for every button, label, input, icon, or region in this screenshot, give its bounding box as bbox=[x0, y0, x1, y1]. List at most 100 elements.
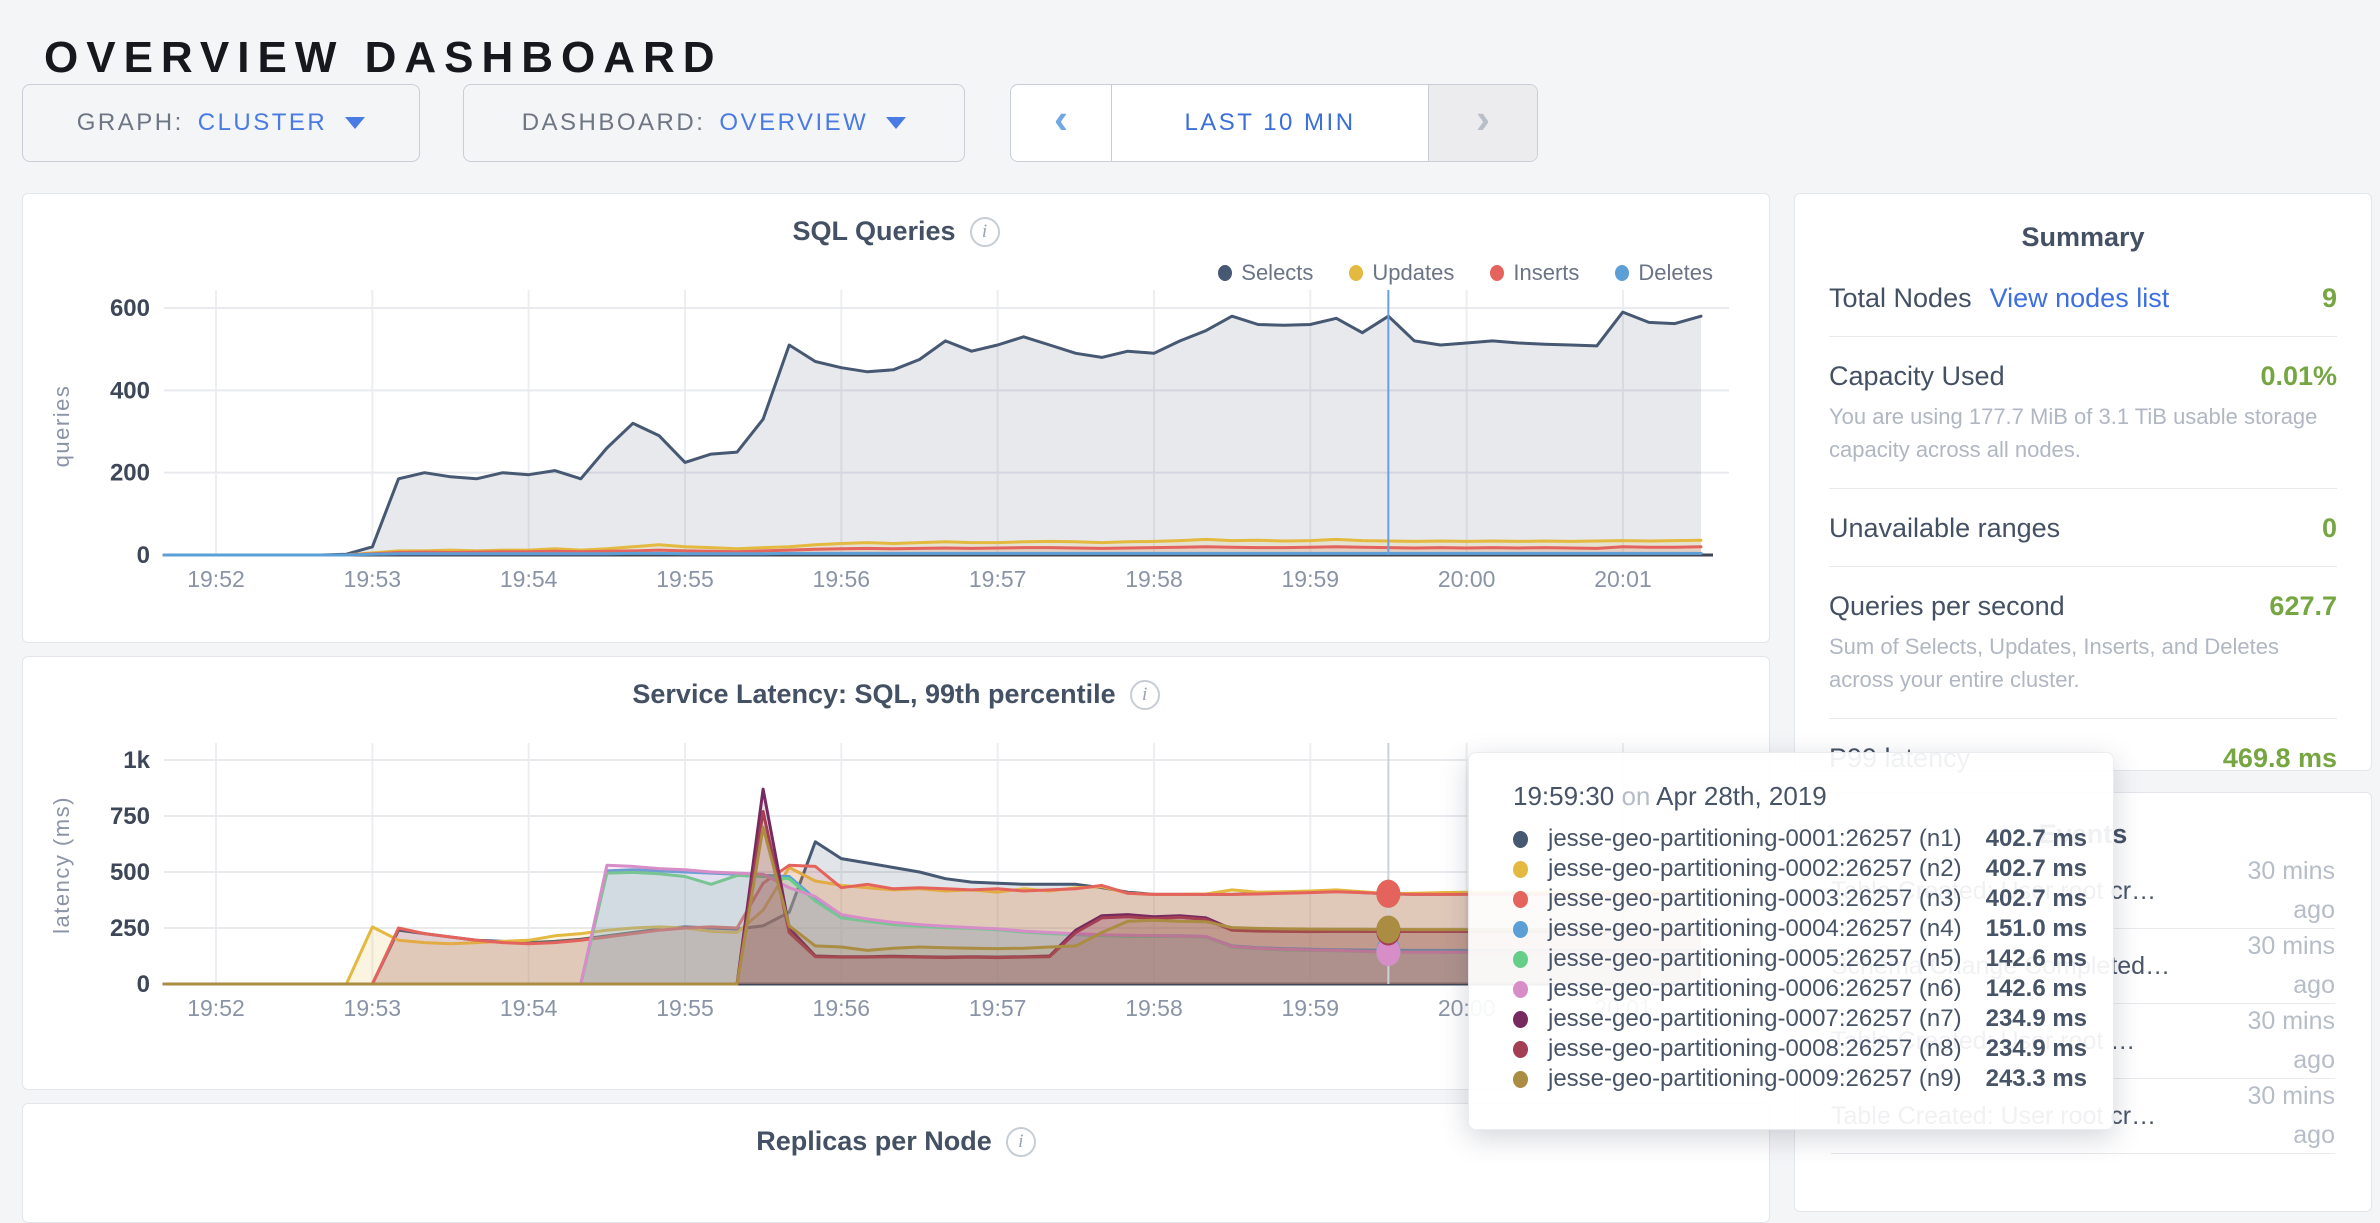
sql-queries-legend: Selects Updates Inserts Deletes bbox=[1218, 260, 1713, 286]
graph-dropdown[interactable]: GRAPH: CLUSTER bbox=[22, 84, 420, 162]
page-title: OVERVIEW DASHBOARD bbox=[44, 33, 723, 83]
chevron-right-icon: › bbox=[1476, 95, 1490, 142]
summary-description: You are using 177.7 MiB of 3.1 TiB usabl… bbox=[1829, 404, 2318, 462]
svg-text:400: 400 bbox=[110, 377, 150, 404]
summary-value: 0 bbox=[2321, 513, 2337, 543]
tooltip-timestamp: 19:59:30 on Apr 28th, 2019 bbox=[1513, 781, 1827, 811]
svg-text:500: 500 bbox=[110, 859, 150, 886]
legend-item-selects[interactable]: Selects bbox=[1218, 260, 1313, 286]
tooltip-node-name: jesse-geo-partitioning-0002:26257 (n2) bbox=[1548, 855, 1962, 882]
svg-text:20:00: 20:00 bbox=[1438, 566, 1496, 592]
tooltip-node-value: 151.0 ms bbox=[1985, 915, 2088, 942]
dashboard-dropdown[interactable]: DASHBOARD: OVERVIEW bbox=[463, 84, 965, 162]
summary-label: Queries per second bbox=[1829, 591, 2065, 621]
svg-text:19:52: 19:52 bbox=[187, 566, 245, 592]
graph-dropdown-label: GRAPH: bbox=[76, 109, 184, 136]
svg-text:19:57: 19:57 bbox=[969, 995, 1027, 1021]
tooltip-node-name: jesse-geo-partitioning-0007:26257 (n7) bbox=[1548, 1005, 1962, 1032]
tooltip-node-value: 234.9 ms bbox=[1985, 1005, 2088, 1032]
legend-dot-icon bbox=[1218, 265, 1233, 281]
legend-item-updates[interactable]: Updates bbox=[1349, 260, 1454, 286]
sql-queries-chart: 19:52 19:53 19:54 19:55 19:56 19:57 19:58 19:59… bbox=[49, 290, 1729, 592]
svg-text:19:59: 19:59 bbox=[1282, 566, 1340, 592]
legend-item-inserts[interactable]: Inserts bbox=[1490, 260, 1579, 286]
view-nodes-list-link[interactable]: View nodes list bbox=[1989, 283, 2170, 313]
tooltip-row: jesse-geo-partitioning-0003:26257 (n3) 40… bbox=[1513, 884, 2087, 914]
replicas-chart-title: Replicas per Node bbox=[756, 1126, 992, 1156]
graph-dropdown-value: CLUSTER bbox=[197, 109, 328, 136]
chevron-left-icon: ‹ bbox=[1054, 95, 1068, 142]
event-timestamp: 30 mins ago bbox=[2247, 932, 2335, 999]
summary-description: Sum of Selects, Updates, Inserts, and De… bbox=[1829, 634, 2280, 692]
summary-row: Total Nodes View nodes list 9 bbox=[1829, 259, 2337, 337]
tooltip-row: jesse-geo-partitioning-0004:26257 (n4) 15… bbox=[1513, 914, 2087, 944]
summary-value: 469.8 ms bbox=[2222, 743, 2337, 773]
tooltip-node-value: 142.6 ms bbox=[1985, 945, 2088, 972]
summary-label: Capacity Used bbox=[1829, 361, 2005, 391]
series-dot-icon bbox=[1513, 890, 1528, 908]
sql-queries-chart-card: SQL Queries i Selects Updates Inserts Delet… bbox=[22, 193, 1770, 643]
tooltip-node-name: jesse-geo-partitioning-0008:26257 (n8) bbox=[1548, 1035, 1962, 1062]
series-dot-icon bbox=[1513, 980, 1528, 998]
svg-text:19:54: 19:54 bbox=[500, 995, 558, 1021]
svg-text:19:55: 19:55 bbox=[656, 995, 714, 1021]
svg-text:1k: 1k bbox=[123, 747, 150, 774]
tooltip-node-value: 402.7 ms bbox=[1985, 885, 2088, 912]
tooltip-row: jesse-geo-partitioning-0007:26257 (n7) 23… bbox=[1513, 1004, 2087, 1034]
summary-label: Total Nodes bbox=[1829, 283, 1972, 313]
legend-label: Deletes bbox=[1638, 260, 1713, 285]
svg-text:19:59: 19:59 bbox=[1282, 995, 1340, 1021]
info-icon[interactable]: i bbox=[1005, 1126, 1036, 1157]
series-dot-icon bbox=[1513, 830, 1528, 848]
series-dot-icon bbox=[1513, 1010, 1528, 1028]
tooltip-node-value: 243.3 ms bbox=[1985, 1065, 2088, 1092]
chart-hover-tooltip: 19:59:30 on Apr 28th, 2019 jesse-geo-par… bbox=[1468, 752, 2114, 1130]
svg-text:19:54: 19:54 bbox=[500, 566, 558, 592]
summary-rows: Total Nodes View nodes list 9 Capacity Used… bbox=[1795, 259, 2371, 796]
legend-label: Selects bbox=[1241, 260, 1314, 285]
legend-label: Inserts bbox=[1513, 260, 1580, 285]
svg-text:queries: queries bbox=[49, 385, 74, 468]
caret-down-icon bbox=[345, 117, 366, 129]
time-range-prev-button[interactable]: ‹ bbox=[1011, 85, 1112, 161]
dashboard-dropdown-label: DASHBOARD: bbox=[521, 109, 706, 136]
svg-text:0: 0 bbox=[137, 971, 150, 998]
tooltip-row: jesse-geo-partitioning-0002:26257 (n2) 40… bbox=[1513, 854, 2087, 884]
legend-item-deletes[interactable]: Deletes bbox=[1615, 260, 1713, 286]
tooltip-row: jesse-geo-partitioning-0009:26257 (n9) 24… bbox=[1513, 1064, 2087, 1094]
legend-dot-icon bbox=[1490, 265, 1505, 281]
summary-value: 627.7 bbox=[2269, 591, 2337, 621]
summary-title: Summary bbox=[2021, 222, 2145, 252]
tooltip-row: jesse-geo-partitioning-0008:26257 (n8) 23… bbox=[1513, 1034, 2087, 1064]
svg-text:19:58: 19:58 bbox=[1125, 566, 1183, 592]
svg-text:19:56: 19:56 bbox=[813, 566, 871, 592]
time-range-next-button[interactable]: › bbox=[1428, 85, 1537, 161]
svg-text:19:58: 19:58 bbox=[1125, 995, 1183, 1021]
series-dot-icon bbox=[1513, 920, 1528, 938]
event-timestamp: 30 mins ago bbox=[2247, 857, 2335, 924]
tooltip-node-name: jesse-geo-partitioning-0004:26257 (n4) bbox=[1548, 915, 1962, 942]
svg-text:750: 750 bbox=[110, 803, 150, 830]
legend-label: Updates bbox=[1372, 260, 1455, 285]
svg-text:19:52: 19:52 bbox=[187, 995, 245, 1021]
summary-value: 0.01% bbox=[2260, 361, 2337, 391]
tooltip-node-name: jesse-geo-partitioning-0005:26257 (n5) bbox=[1548, 945, 1962, 972]
series-dot-icon bbox=[1513, 860, 1528, 878]
dashboard-dropdown-value: OVERVIEW bbox=[719, 109, 869, 136]
legend-dot-icon bbox=[1615, 265, 1630, 281]
info-icon[interactable]: i bbox=[969, 216, 1000, 247]
info-icon[interactable]: i bbox=[1129, 679, 1160, 710]
tooltip-node-value: 402.7 ms bbox=[1985, 825, 2088, 852]
caret-down-icon bbox=[886, 117, 907, 129]
tooltip-node-value: 402.7 ms bbox=[1985, 855, 2088, 882]
tooltip-row: jesse-geo-partitioning-0005:26257 (n5) 14… bbox=[1513, 944, 2087, 974]
summary-row: Capacity Used 0.01% You are using 177.7 Mi… bbox=[1829, 337, 2337, 489]
tooltip-node-name: jesse-geo-partitioning-0003:26257 (n3) bbox=[1548, 885, 1962, 912]
svg-text:19:57: 19:57 bbox=[969, 566, 1027, 592]
svg-text:200: 200 bbox=[110, 460, 150, 487]
svg-text:250: 250 bbox=[110, 915, 150, 942]
svg-text:0: 0 bbox=[137, 542, 150, 569]
tooltip-node-name: jesse-geo-partitioning-0006:26257 (n6) bbox=[1548, 975, 1962, 1002]
time-range-label[interactable]: LAST 10 MIN bbox=[1184, 109, 1356, 136]
series-dot-icon bbox=[1513, 1040, 1528, 1058]
